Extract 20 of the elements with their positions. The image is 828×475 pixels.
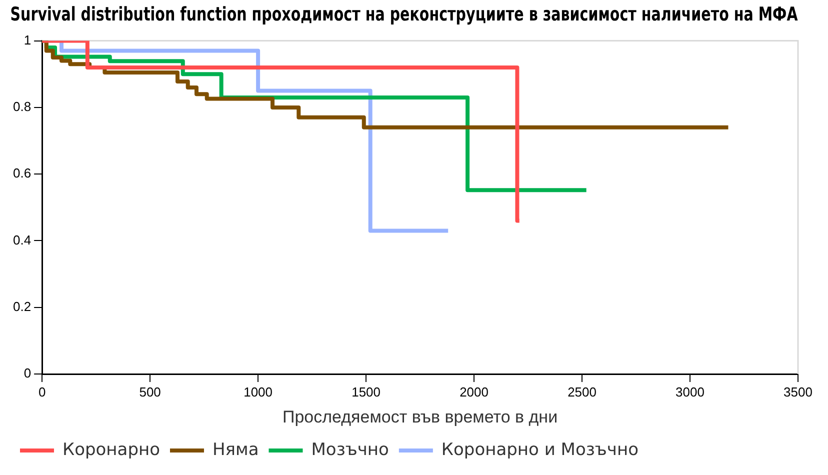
- x-tick-label: 500: [139, 384, 161, 400]
- y-tick-label: 0.2: [12, 298, 32, 314]
- y-tick-label: 0.4: [12, 232, 32, 248]
- legend-label: Мозъчно: [311, 440, 389, 460]
- y-tick-label: 0.6: [12, 166, 32, 181]
- y-tick-label: 0.8: [12, 99, 32, 114]
- y-tick-label: 1: [24, 32, 32, 48]
- legend-label: Коронарно: [62, 440, 160, 460]
- x-tick-label: 1500: [352, 384, 380, 400]
- chart-title: Survival distribution function проходимост на реконструциите в зависимост наличието на МФА: [10, 2, 798, 25]
- x-axis-title: Проследяемост във времето в дни: [282, 407, 558, 426]
- x-tick-label: 3500: [784, 384, 812, 400]
- legend-label: Няма: [212, 440, 259, 460]
- x-tick-label: 1000: [244, 384, 273, 400]
- x-tick-label: 2000: [460, 384, 488, 400]
- legend-label: Коронарно и Мозъчно: [441, 440, 638, 460]
- x-tick-label: 2500: [568, 384, 596, 400]
- x-tick-label: 3000: [676, 384, 704, 400]
- x-tick-label: 0: [38, 384, 46, 400]
- y-tick-label: 0: [24, 366, 32, 381]
